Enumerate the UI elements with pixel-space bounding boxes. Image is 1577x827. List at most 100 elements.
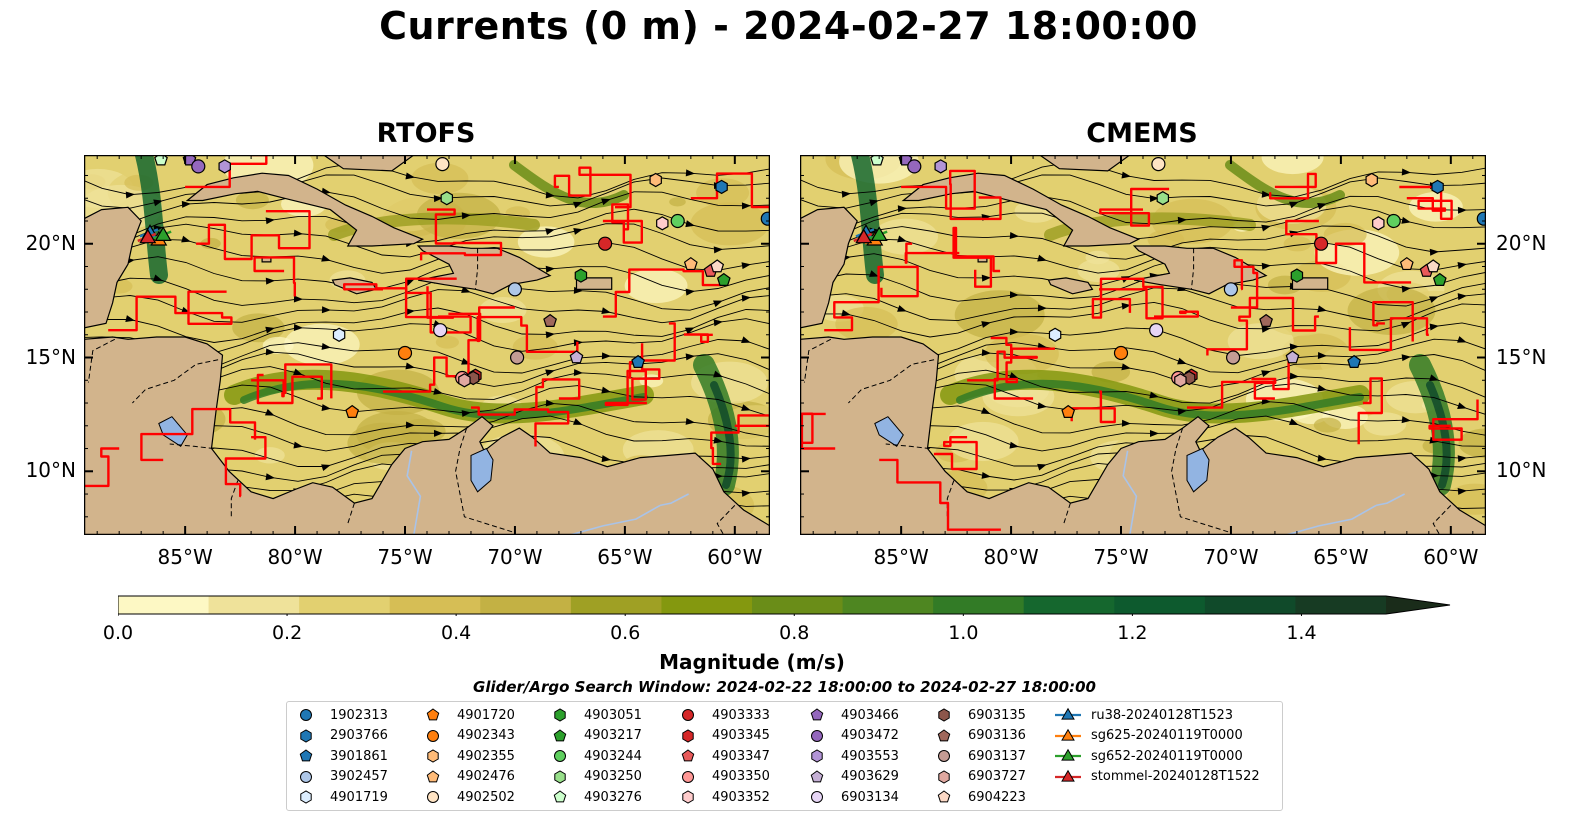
colorbar-segment (389, 596, 481, 614)
float-marker (1372, 216, 1385, 231)
legend-item-label: 4903347 (712, 748, 770, 764)
legend-item: 2903766 (297, 726, 388, 746)
legend-item-label: 6903727 (968, 769, 1026, 784)
legend-item: 4903244 (551, 746, 642, 766)
float-marker (191, 159, 206, 174)
legend-item-label: ru38-20240128T1523 (1091, 707, 1234, 723)
colorbar-segment (118, 596, 210, 614)
colorbar-tick-label: 0.0 (102, 622, 134, 644)
legend-marker-icon (938, 708, 950, 722)
legend-item-label: 6903135 (968, 707, 1026, 723)
lat-tick-label-right: 10°N (1496, 458, 1547, 483)
legend-item-label: 4902502 (457, 789, 515, 805)
legend-item: 4902355 (424, 746, 515, 766)
legend-marker-icon (810, 769, 824, 782)
legend-item-label: 1902313 (330, 707, 388, 723)
legend-item-label: 3902457 (330, 769, 388, 784)
legend-marker-icon (300, 709, 312, 721)
legend-marker-icon (682, 790, 694, 804)
legend-marker-icon (811, 729, 823, 742)
float-marker (332, 327, 346, 342)
legend-item: 4903466 (808, 705, 899, 725)
colorbar-tick-label: 1.4 (1286, 622, 1317, 644)
float-marker (1113, 345, 1129, 361)
legend-item: 6903134 (808, 787, 899, 807)
legend-item-label: 4903276 (584, 789, 642, 805)
legend-item: 6903136 (935, 726, 1026, 746)
lon-tick-label: 65°W (597, 545, 653, 569)
legend-item: 4903553 (808, 746, 899, 766)
float-marker (870, 155, 884, 166)
legend-item: 6903135 (935, 705, 1026, 725)
legend-item-label: 4903217 (584, 728, 642, 743)
legend-item: 4903345 (679, 726, 770, 746)
colorbar-segment (1295, 596, 1387, 614)
legend-item-label: 6903134 (841, 789, 899, 805)
legend-marker-icon (554, 708, 566, 722)
lon-tick-label: 80°W (267, 545, 323, 569)
legend-item: 4902476 (424, 767, 515, 787)
legend-marker-icon (427, 729, 439, 742)
float-marker (1476, 211, 1486, 226)
map-panel-rtofs[interactable] (84, 155, 770, 535)
float-marker (397, 345, 413, 361)
colorbar-segment (208, 596, 300, 614)
legend-item: 6903137 (935, 746, 1026, 766)
float-marker (1431, 179, 1444, 195)
legend-marker-icon (681, 749, 695, 762)
lon-tick-label: 65°W (1313, 545, 1369, 569)
legend-marker-icon (937, 790, 951, 803)
legend-item: 4903333 (679, 705, 770, 725)
legend-item: 3902457 (297, 767, 388, 787)
map-panel-cmems[interactable] (800, 155, 1486, 535)
float-marker (760, 211, 770, 226)
lon-tick-label: 60°W (1423, 545, 1479, 569)
legend-marker-icon (427, 749, 439, 763)
legend-item-label: 3901861 (330, 748, 388, 764)
float-marker (569, 350, 584, 364)
float-marker (1426, 259, 1441, 273)
float-marker (1386, 213, 1401, 229)
legend-marker-icon (299, 749, 313, 762)
legend-item-label: 4903472 (841, 728, 899, 743)
float-marker (1223, 282, 1238, 297)
legend-item-label: sg652-20240119T0000 (1091, 748, 1243, 764)
legend-marker-icon (811, 791, 823, 803)
legend-item: 4903051 (551, 705, 642, 725)
legend-item: 4903350 (679, 767, 770, 787)
lat-tick-label-right: 20°N (1496, 230, 1547, 255)
float-marker (1313, 236, 1329, 251)
legend-item-label: 4903333 (712, 707, 770, 723)
legend-item: sg652-20240119T0000 (1055, 746, 1243, 766)
legend-marker-icon (426, 769, 440, 782)
legend-marker-icon (682, 728, 694, 743)
lat-tick-label-left: 15°N (25, 344, 76, 369)
legend-item: ru38-20240128T1523 (1055, 705, 1233, 725)
legend-item-label: 4901719 (330, 789, 388, 805)
float-marker (656, 216, 669, 231)
colorbar (118, 595, 1451, 616)
lat-tick-label-left: 10°N (25, 458, 76, 483)
legend-item: 4903629 (808, 767, 899, 787)
lat-tick-label-right: 15°N (1496, 344, 1547, 369)
float-marker (1061, 404, 1076, 418)
float-marker (345, 404, 360, 418)
glider-marker (154, 226, 172, 242)
float-marker (1347, 354, 1361, 368)
legend: 1902313 2903766 3901861 3902457 4901719 49017… (286, 701, 1283, 811)
lon-tick-label: 75°W (1093, 545, 1149, 569)
panel-title-cmems: CMEMS (1086, 118, 1198, 149)
glider-marker (855, 228, 873, 244)
legend-marker-icon (1055, 728, 1081, 741)
legend-marker-icon (938, 750, 950, 762)
float-marker (670, 213, 685, 229)
legend-item-label: stommel-20240128T1522 (1091, 769, 1260, 784)
glider-marker (870, 226, 888, 242)
legend-title: Glider/Argo Search Window: 2024-02-22 18… (473, 678, 1096, 696)
colorbar-segment (933, 596, 1025, 614)
float-marker (1259, 313, 1273, 327)
float-marker (1432, 272, 1447, 286)
legend-marker-icon (300, 728, 312, 743)
legend-item-label: 4901720 (457, 707, 515, 723)
legend-item: 3901861 (297, 746, 388, 766)
